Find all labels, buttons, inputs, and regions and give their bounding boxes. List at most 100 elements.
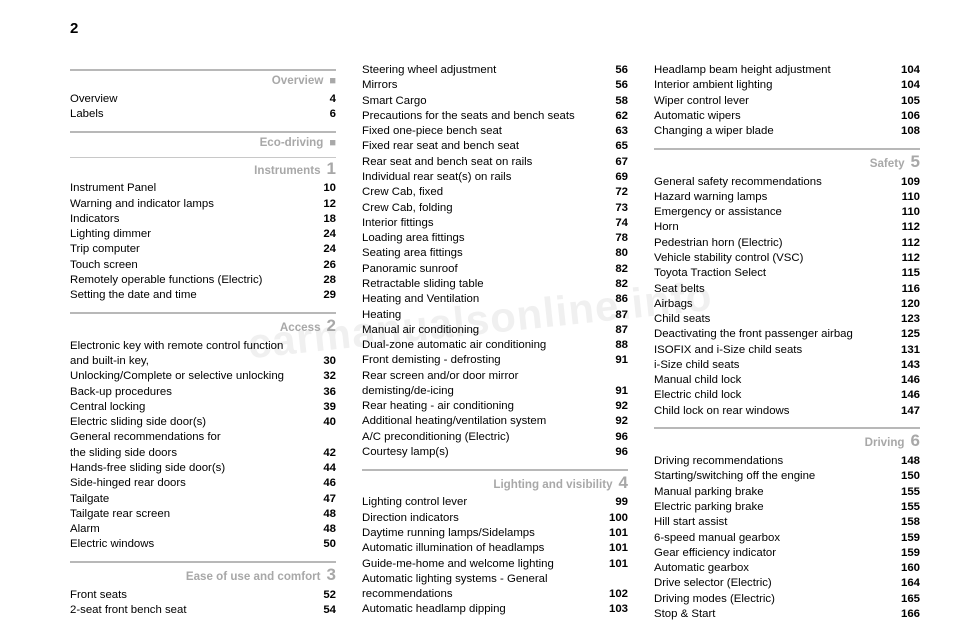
toc-page: 123	[894, 312, 920, 327]
toc-row: Heating87	[362, 308, 628, 323]
toc-row: Child seats123	[654, 312, 920, 327]
toc-row: Labels6	[70, 107, 336, 122]
toc-label: Electric parking brake	[654, 500, 894, 515]
toc-page: 86	[602, 292, 628, 307]
toc-label: Warning and indicator lamps	[70, 197, 310, 212]
toc-page: 24	[310, 242, 336, 257]
section-title: Ease of use and comfort	[186, 570, 321, 585]
toc-page: 92	[602, 399, 628, 414]
toc-page: 26	[310, 258, 336, 273]
section-header: Overview■	[70, 74, 336, 89]
toc-page: 40	[310, 415, 336, 430]
toc-page: 96	[602, 430, 628, 445]
toc-label: ISOFIX and i-Size child seats	[654, 343, 894, 358]
section-number: ■	[329, 74, 336, 88]
toc-page: 18	[310, 212, 336, 227]
section-header: Ease of use and comfort3	[70, 566, 336, 585]
toc-page: 155	[894, 485, 920, 500]
toc-label: Fixed rear seat and bench seat	[362, 139, 602, 154]
toc-page: 100	[602, 511, 628, 526]
section-rule	[654, 148, 920, 150]
toc-page: 150	[894, 469, 920, 484]
toc-row: Drive selector (Electric)164	[654, 576, 920, 591]
toc-page: 147	[894, 404, 920, 419]
toc-page: 91	[602, 353, 628, 368]
toc-page: 96	[602, 445, 628, 460]
toc-page: 56	[602, 78, 628, 93]
toc-label: Back-up procedures	[70, 385, 310, 400]
toc-label: Electric sliding side door(s)	[70, 415, 310, 430]
toc-page: 12	[310, 197, 336, 212]
toc-label: Courtesy lamp(s)	[362, 445, 602, 460]
toc-page: 74	[602, 216, 628, 231]
toc-row: Back-up procedures36	[70, 385, 336, 400]
toc-label: Tailgate	[70, 492, 310, 507]
toc-row: Rear screen and/or door mirror	[362, 369, 628, 384]
toc-label: Steering wheel adjustment	[362, 63, 602, 78]
toc-page: 62	[602, 109, 628, 124]
toc-label: Toyota Traction Select	[654, 266, 894, 281]
toc-page: 67	[602, 155, 628, 170]
toc-page: 24	[310, 227, 336, 242]
toc-page: 52	[310, 588, 336, 603]
toc-label: recommendations	[362, 587, 602, 602]
toc-label: Trip computer	[70, 242, 310, 257]
toc-entries: Headlamp beam height adjustment104Interi…	[654, 63, 920, 139]
toc-page: 110	[894, 190, 920, 205]
toc-label: Direction indicators	[362, 511, 602, 526]
toc-page: 82	[602, 277, 628, 292]
section-header: Eco-driving■	[70, 136, 336, 151]
toc-row: Lighting dimmer24	[70, 227, 336, 242]
toc-label: Remotely operable functions (Electric)	[70, 273, 310, 288]
toc-page: 80	[602, 246, 628, 261]
toc-label: Driving recommendations	[654, 454, 894, 469]
toc-page: 88	[602, 338, 628, 353]
toc-label: Gear efficiency indicator	[654, 546, 894, 561]
toc-row: Central locking39	[70, 400, 336, 415]
toc-page: 112	[894, 236, 920, 251]
toc-label: Daytime running lamps/Sidelamps	[362, 526, 602, 541]
toc-label: A/C preconditioning (Electric)	[362, 430, 602, 445]
toc-row: 6-speed manual gearbox159	[654, 531, 920, 546]
toc-label: Crew Cab, fixed	[362, 185, 602, 200]
toc-label: Automatic lighting systems - General	[362, 572, 602, 587]
toc-label: Drive selector (Electric)	[654, 576, 894, 591]
toc-label: Hill start assist	[654, 515, 894, 530]
section-rule	[654, 427, 920, 429]
toc-page: 109	[894, 175, 920, 190]
toc-row: Automatic gearbox160	[654, 561, 920, 576]
toc-page: 82	[602, 262, 628, 277]
toc-label: Airbags	[654, 297, 894, 312]
toc-row: Daytime running lamps/Sidelamps101	[362, 526, 628, 541]
toc-page: 105	[894, 94, 920, 109]
toc-label: Seating area fittings	[362, 246, 602, 261]
toc-row: Tailgate47	[70, 492, 336, 507]
toc-page: 115	[894, 266, 920, 281]
toc-page: 158	[894, 515, 920, 530]
toc-page: 42	[310, 446, 336, 461]
toc-page: 146	[894, 373, 920, 388]
toc-row: Deactivating the front passenger airbag1…	[654, 327, 920, 342]
toc-label: Unlocking/Complete or selective unlockin…	[70, 369, 310, 384]
toc-page: 146	[894, 388, 920, 403]
toc-row: ISOFIX and i-Size child seats131	[654, 343, 920, 358]
toc-row: Manual parking brake155	[654, 485, 920, 500]
toc-label: Labels	[70, 107, 310, 122]
toc-label: General safety recommendations	[654, 175, 894, 190]
toc-row: Manual child lock146	[654, 373, 920, 388]
toc-row: Steering wheel adjustment56	[362, 63, 628, 78]
section-title: Eco-driving	[260, 136, 324, 151]
toc-row: Loading area fittings78	[362, 231, 628, 246]
toc-page: 36	[310, 385, 336, 400]
toc-label: Rear heating - air conditioning	[362, 399, 602, 414]
toc-row: Setting the date and time29	[70, 288, 336, 303]
toc-row: Stop & Start166	[654, 607, 920, 622]
toc-label: Panoramic sunroof	[362, 262, 602, 277]
toc-row: Direction indicators100	[362, 511, 628, 526]
toc-label: Front demisting - defrosting	[362, 353, 602, 368]
toc-row: Automatic lighting systems - General	[362, 572, 628, 587]
toc-row: Mirrors56	[362, 78, 628, 93]
toc-label: Hands-free sliding side door(s)	[70, 461, 310, 476]
toc-row: Electric child lock146	[654, 388, 920, 403]
section-rule	[70, 561, 336, 563]
